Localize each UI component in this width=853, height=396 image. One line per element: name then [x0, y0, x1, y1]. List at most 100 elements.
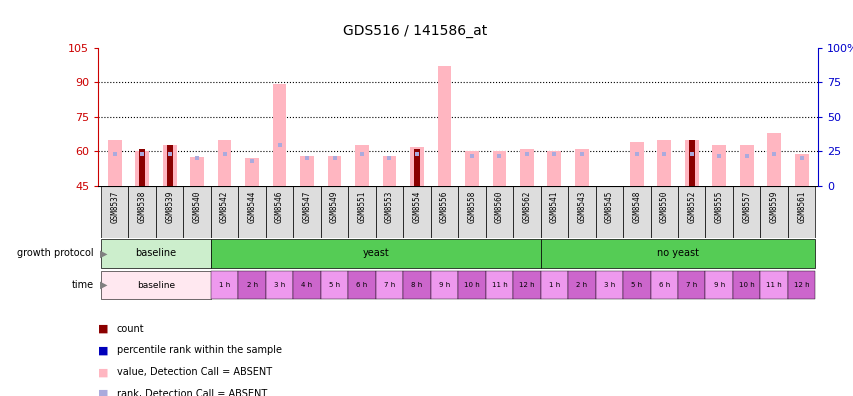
Bar [547, 151, 560, 186]
Text: GSM8548: GSM8548 [631, 190, 641, 223]
Text: GSM8545: GSM8545 [604, 190, 613, 223]
Text: ■: ■ [98, 367, 108, 377]
Bar [101, 239, 211, 268]
Text: no yeast: no yeast [656, 248, 698, 259]
Bar [595, 186, 623, 238]
Bar [787, 271, 815, 299]
Text: GSM8538: GSM8538 [137, 190, 147, 223]
Bar [485, 271, 513, 299]
Bar [519, 149, 533, 186]
Bar [403, 186, 430, 238]
Bar [101, 186, 128, 238]
Text: percentile rank within the sample: percentile rank within the sample [117, 345, 281, 356]
Bar [457, 186, 485, 238]
Text: count: count [117, 324, 144, 334]
Text: GSM8546: GSM8546 [275, 190, 284, 223]
Bar [739, 145, 752, 186]
Bar [732, 186, 759, 238]
Bar [183, 186, 211, 238]
Bar [759, 271, 787, 299]
Text: 9 h: 9 h [438, 282, 450, 288]
Text: GSM8540: GSM8540 [193, 190, 201, 223]
Bar [163, 145, 177, 186]
Bar [650, 186, 677, 238]
Bar [139, 149, 145, 186]
Bar [657, 140, 670, 186]
Text: 3 h: 3 h [603, 282, 614, 288]
Bar [601, 186, 616, 272]
Bar [540, 186, 567, 238]
Text: value, Detection Call = ABSENT: value, Detection Call = ABSENT [117, 367, 272, 377]
Bar [293, 271, 321, 299]
Text: GSM8554: GSM8554 [412, 190, 421, 223]
Text: baseline: baseline [136, 281, 175, 289]
Text: GDS516 / 141586_at: GDS516 / 141586_at [343, 24, 487, 38]
Bar [492, 151, 506, 186]
Bar [711, 145, 725, 186]
Text: 5 h: 5 h [630, 282, 641, 288]
Bar [513, 186, 540, 238]
Bar [705, 271, 732, 299]
Text: GSM8552: GSM8552 [687, 190, 695, 223]
Bar [623, 271, 650, 299]
Bar [595, 271, 623, 299]
Bar [567, 271, 595, 299]
Bar [211, 271, 238, 299]
Text: GSM8556: GSM8556 [439, 190, 449, 223]
Text: GSM8539: GSM8539 [165, 190, 174, 223]
Bar [574, 149, 588, 186]
Bar [437, 66, 450, 186]
Text: 7 h: 7 h [685, 282, 697, 288]
Bar [218, 140, 231, 186]
Bar [101, 271, 211, 299]
Bar [567, 186, 595, 238]
Bar [623, 186, 650, 238]
Bar [630, 142, 643, 186]
Bar [684, 140, 698, 186]
Text: 1 h: 1 h [548, 282, 560, 288]
Text: GSM8551: GSM8551 [357, 190, 366, 223]
Text: 10 h: 10 h [738, 282, 754, 288]
Text: 2 h: 2 h [247, 282, 258, 288]
Text: yeast: yeast [362, 248, 389, 259]
Bar [135, 151, 149, 186]
Text: GSM8544: GSM8544 [247, 190, 256, 223]
Bar [156, 186, 183, 238]
Bar [375, 271, 403, 299]
Text: 10 h: 10 h [463, 282, 479, 288]
Bar [355, 145, 368, 186]
Text: baseline: baseline [135, 248, 177, 259]
Text: 11 h: 11 h [765, 282, 781, 288]
Text: 6 h: 6 h [356, 282, 367, 288]
Bar [540, 239, 815, 268]
Text: 5 h: 5 h [328, 282, 339, 288]
Bar [166, 145, 172, 186]
Text: GSM8537: GSM8537 [110, 190, 119, 223]
Text: rank, Detection Call = ABSENT: rank, Detection Call = ABSENT [117, 389, 267, 396]
Bar [485, 186, 513, 238]
Bar [465, 151, 479, 186]
Text: GSM8558: GSM8558 [467, 190, 476, 223]
Bar [759, 186, 787, 238]
Text: ■: ■ [98, 389, 108, 396]
Bar [766, 133, 780, 186]
Text: GSM8562: GSM8562 [522, 190, 531, 223]
Text: 4 h: 4 h [301, 282, 312, 288]
Bar [265, 271, 293, 299]
Text: GSM8559: GSM8559 [769, 190, 778, 223]
Bar [293, 186, 321, 238]
Text: GSM8541: GSM8541 [549, 190, 558, 223]
Bar [348, 186, 375, 238]
Text: GSM8553: GSM8553 [385, 190, 393, 223]
Bar [457, 271, 485, 299]
Bar [348, 271, 375, 299]
Text: growth protocol: growth protocol [17, 248, 94, 259]
Bar [245, 158, 258, 186]
Bar [321, 271, 348, 299]
Bar [540, 271, 567, 299]
Bar [328, 156, 341, 186]
Text: ■: ■ [98, 324, 108, 334]
Bar [513, 271, 540, 299]
Text: 6 h: 6 h [658, 282, 669, 288]
Text: GSM8560: GSM8560 [494, 190, 503, 223]
